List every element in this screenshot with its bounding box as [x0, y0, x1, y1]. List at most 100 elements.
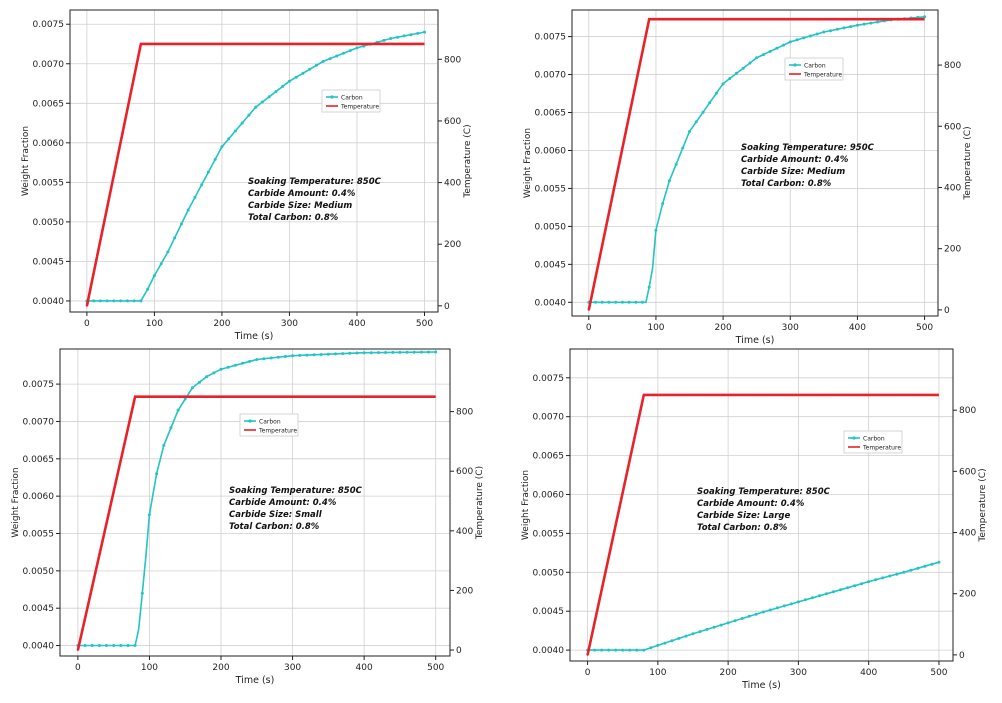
data-point [738, 18, 741, 21]
data-point [652, 18, 655, 21]
data-point [350, 42, 353, 45]
data-point [247, 113, 251, 117]
legend: Carbon Temperature [239, 413, 299, 437]
data-point [727, 393, 730, 396]
data-point [668, 18, 671, 21]
data-point [255, 358, 259, 361]
data-point [111, 497, 114, 499]
legend: Carbon Temperature [321, 89, 381, 113]
y2-tick-label: 800 [944, 61, 961, 71]
data-point [253, 42, 256, 45]
data-point [712, 625, 716, 629]
data-point [318, 42, 321, 45]
x-axis-label: Time (s) [235, 675, 275, 686]
data-point [409, 33, 413, 37]
data-point [700, 18, 703, 21]
data-point [748, 61, 752, 65]
data-point [193, 195, 197, 199]
data-point [894, 18, 896, 21]
data-point [603, 575, 606, 578]
data-point [704, 393, 707, 396]
data-point [833, 393, 836, 396]
data-point [161, 42, 164, 45]
data-point [416, 31, 420, 35]
data-point [740, 617, 744, 620]
data-point [420, 42, 423, 45]
y-tick-label: 0.0045 [33, 257, 65, 267]
data-point [302, 42, 304, 45]
data-point [389, 37, 393, 40]
data-point [242, 42, 245, 45]
data-point [855, 23, 859, 27]
data-point [829, 18, 832, 21]
data-point [627, 300, 631, 304]
data-point [76, 649, 79, 651]
data-point [287, 79, 291, 83]
data-point [199, 42, 202, 45]
data-point [112, 173, 115, 176]
y2-tick-label: 200 [944, 245, 961, 255]
data-point [162, 443, 166, 447]
data-point [403, 395, 406, 398]
data-point [728, 77, 732, 80]
data-point [274, 90, 278, 94]
data-point [118, 147, 121, 150]
y2-tick-label: 200 [444, 240, 461, 250]
data-point [614, 648, 618, 652]
data-point [884, 393, 887, 396]
data-point [614, 523, 617, 526]
data-point [134, 395, 137, 398]
data-point [909, 568, 913, 572]
data-point [839, 588, 843, 592]
chart-panel-bottom-right: 0 100 200 300 400 500 0.0040 0.0045 0.0050 0.0055… [501, 345, 1002, 699]
y-tick-label: 0.0060 [23, 492, 55, 502]
data-point [139, 42, 142, 45]
y2-axis-label: Temperature (C) [963, 126, 973, 200]
data-point [174, 395, 177, 398]
data-point [277, 395, 280, 398]
data-point [399, 42, 402, 45]
data-point [698, 630, 702, 634]
data-point [271, 395, 274, 398]
y2-tick-label: 0 [444, 302, 450, 312]
y-tick-label: 0.0075 [535, 33, 567, 43]
data-point [646, 24, 649, 27]
data-point [586, 653, 589, 656]
data-point [85, 304, 88, 307]
data-point [321, 59, 325, 63]
x-tick-label: 200 [720, 668, 737, 678]
plot-frame [59, 348, 451, 657]
data-point [839, 393, 842, 396]
data-point [788, 40, 792, 44]
data-point [357, 395, 360, 398]
data-point [280, 42, 283, 45]
data-point [173, 236, 177, 240]
series-line-carbon [86, 31, 425, 302]
data-point [285, 42, 288, 45]
data-point [248, 395, 251, 398]
data-point [431, 395, 434, 398]
data-point [404, 42, 407, 45]
data-point [384, 351, 388, 354]
data-point [705, 627, 709, 631]
data-point [802, 18, 805, 21]
data-point [846, 586, 850, 590]
data-point [415, 42, 418, 45]
data-point [656, 643, 660, 647]
data-point [918, 393, 921, 396]
data-point [242, 395, 245, 398]
y-tick-label: 0.0070 [535, 71, 567, 81]
data-point [212, 371, 216, 375]
data-point [754, 612, 758, 616]
data-point [397, 395, 400, 398]
legend-label: Carbon [804, 63, 826, 70]
data-point [311, 395, 314, 398]
data-point [765, 18, 768, 21]
data-point [151, 395, 154, 398]
data-point [96, 252, 99, 255]
data-point [185, 395, 188, 398]
data-point [786, 18, 789, 21]
data-point [240, 121, 244, 125]
y2-axis-label: Temperature (C) [463, 124, 473, 198]
data-point [877, 18, 880, 21]
